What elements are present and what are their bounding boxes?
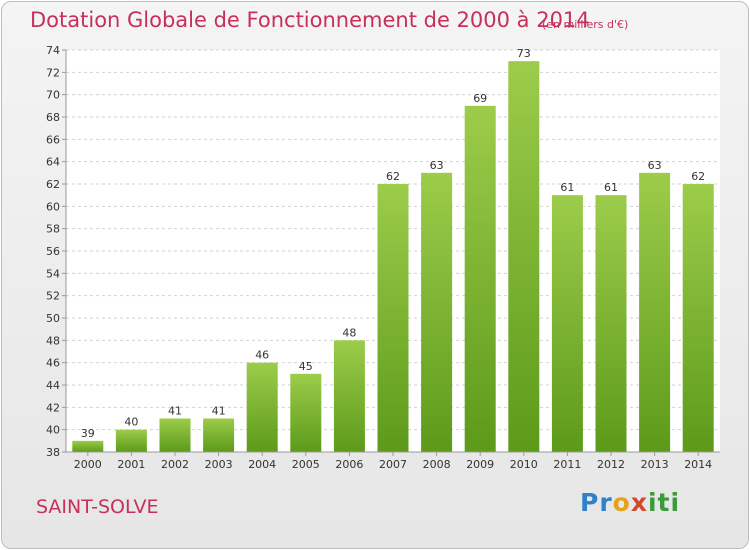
x-tick-label-2012: 2012 [597,458,625,471]
town-name: SAINT-SOLVE [36,496,159,518]
y-tick-label: 38 [46,446,60,459]
value-label-2012: 61 [604,181,618,194]
chart-unit: (en milliers d'€) [542,18,629,31]
y-tick-label: 62 [46,178,60,191]
bar-2000 [72,440,104,452]
y-tick-label: 46 [46,357,60,370]
y-tick-label: 72 [46,66,60,79]
y-tick-label: 64 [46,156,60,169]
value-label-2010: 73 [517,47,531,60]
value-label-2002: 41 [168,405,182,418]
value-label-2000: 39 [81,427,95,440]
y-tick-label: 40 [46,424,60,437]
x-tick-label-2014: 2014 [684,458,712,471]
bar-2014 [682,184,714,452]
bar-2001 [115,429,147,452]
value-label-2014: 62 [691,170,705,183]
bar-2003 [203,418,235,452]
y-tick-label: 68 [46,111,60,124]
x-tick-label-2011: 2011 [553,458,581,471]
bar-2009 [464,105,496,452]
bar-2011 [551,195,583,452]
value-label-2006: 48 [342,326,356,339]
x-tick-label-2010: 2010 [510,458,538,471]
x-tick-label-2000: 2000 [74,458,102,471]
x-tick-label-2001: 2001 [117,458,145,471]
y-tick-label: 58 [46,223,60,236]
y-tick-label: 52 [46,290,60,303]
x-tick-label-2008: 2008 [423,458,451,471]
y-tick-label: 44 [46,379,60,392]
value-label-2003: 41 [212,405,226,418]
value-label-2004: 46 [255,349,269,362]
x-tick-label-2005: 2005 [292,458,320,471]
y-tick-label: 70 [46,89,60,102]
logo-part-2: o [612,488,631,517]
chart-title: Dotation Globale de Fonctionnement de 20… [30,8,590,32]
x-tick-labels: 2000 2001 2002 2003 2004 2005 2006 2007 2008 2009… [74,452,712,471]
y-tick-label: 60 [46,200,60,213]
logo-part-4: iti [647,488,681,517]
logo-part-3: x [630,488,648,517]
bar-2008 [421,172,453,453]
y-tick-label: 50 [46,312,60,325]
x-tick-label-2004: 2004 [248,458,276,471]
x-tick-label-2013: 2013 [641,458,669,471]
y-tick-label: 74 [46,44,60,57]
value-labels: 39 40 41 41 46 45 48 62 63 69 73 61 61 63 62 [81,47,705,440]
y-tick-labels: 38 40 42 44 46 48 50 52 54 56 58 60 62 64 66 68 70 72 74 [46,44,66,459]
bar-2010 [508,61,540,453]
value-label-2013: 63 [648,159,662,172]
x-tick-label-2003: 2003 [205,458,233,471]
value-label-2008: 63 [430,159,444,172]
value-label-2007: 62 [386,170,400,183]
value-label-2005: 45 [299,360,313,373]
x-tick-label-2007: 2007 [379,458,407,471]
x-tick-label-2009: 2009 [466,458,494,471]
y-tick-label: 48 [46,334,60,347]
value-label-2009: 69 [473,92,487,105]
bar-2007 [377,184,409,452]
bar-2006 [333,340,365,452]
bar-2005 [290,373,322,452]
x-tick-label-2006: 2006 [335,458,363,471]
logo-part-1: Pr [580,488,613,517]
bars [72,61,714,453]
y-tick-label: 56 [46,245,60,258]
bar-2013 [639,172,671,453]
value-label-2011: 61 [560,181,574,194]
x-tick-label-2002: 2002 [161,458,189,471]
proxiti-logo[interactable]: Proxiti [580,488,680,517]
bar-2012 [595,195,627,452]
value-label-2001: 40 [124,416,138,429]
y-tick-label: 54 [46,267,60,280]
y-tick-label: 66 [46,133,60,146]
bar-2004 [246,362,278,452]
y-tick-label: 42 [46,401,60,414]
bar-2002 [159,418,191,452]
